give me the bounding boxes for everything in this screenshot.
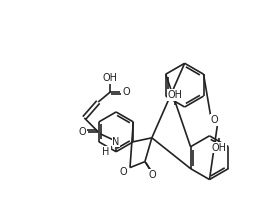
Text: OH: OH: [168, 90, 183, 100]
Text: H: H: [103, 147, 110, 157]
Text: O: O: [211, 115, 218, 125]
Text: O: O: [148, 170, 156, 180]
Text: O: O: [122, 87, 130, 97]
Text: O: O: [119, 167, 127, 177]
Text: N: N: [112, 137, 120, 147]
Text: OH: OH: [103, 73, 118, 83]
Text: OH: OH: [211, 143, 226, 153]
Text: O: O: [78, 127, 86, 137]
